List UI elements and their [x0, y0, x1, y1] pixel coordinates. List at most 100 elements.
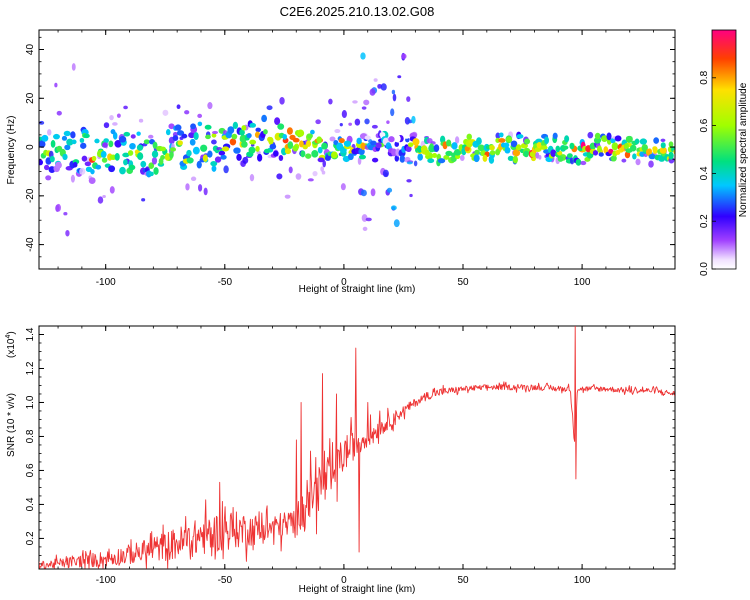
spectrogram-cell — [159, 146, 166, 152]
spectrogram-cell — [255, 145, 260, 152]
spectrogram-cell — [569, 142, 575, 150]
spectrogram-cell — [227, 126, 235, 134]
spectrogram-cell — [205, 134, 211, 140]
spectrogram-cell — [334, 129, 341, 134]
spectrogram-cell — [169, 151, 174, 159]
spectrogram-cell — [63, 211, 68, 216]
spectrogram-cell — [409, 193, 413, 198]
spectrogram-cell — [286, 127, 293, 135]
spectrogram-cell — [397, 75, 402, 79]
spectrogram-cell — [405, 137, 410, 143]
spectrogram-cell — [90, 168, 95, 175]
spectrogram-cell — [382, 169, 389, 178]
spectrogram-cell — [630, 144, 637, 152]
spectrogram-cell — [248, 146, 256, 154]
spectrogram-cell — [39, 159, 44, 166]
spectrogram-cell — [404, 134, 410, 139]
spectrogram-cell — [119, 136, 127, 143]
spectrogram-cell — [164, 153, 171, 161]
spectrogram-cell — [211, 133, 217, 138]
spectrogram-cell — [284, 148, 292, 155]
spectrogram-cell — [634, 138, 640, 145]
spectrogram-cell — [393, 219, 400, 228]
spectrogram-cell — [416, 145, 423, 153]
spectrogram-cell — [598, 152, 604, 157]
snr-multiplier-base: (x10 — [6, 338, 17, 358]
spectrogram-cell — [417, 153, 423, 161]
spectrogram-cell — [204, 124, 212, 130]
spectrogram-cell — [388, 136, 395, 143]
spectrogram-cell — [659, 146, 667, 154]
spectrogram-cell — [431, 152, 438, 159]
spectrogram-cell — [610, 138, 616, 144]
spectrogram-cell — [312, 171, 318, 177]
spectrogram-cell — [341, 110, 347, 119]
spectrogram-cell — [65, 229, 70, 237]
colorbar-label: Normalized spectral amplitude — [738, 82, 749, 217]
spectrogram-cell — [188, 132, 196, 139]
x-tick-label: 50 — [457, 277, 469, 288]
spectrogram-cell — [41, 134, 49, 142]
spectrogram-cell — [211, 139, 217, 145]
spectrogram-cell — [210, 161, 218, 167]
spectrogram-cell — [200, 144, 208, 152]
spectrogram-cell — [632, 153, 637, 160]
spectrogram-cell — [361, 106, 367, 110]
spectrogram-cell — [550, 149, 557, 158]
spectrogram-cell — [233, 147, 241, 154]
spectrogram-cell — [510, 140, 518, 148]
spectrogram-cell — [193, 132, 199, 141]
spectrogram-cell — [566, 153, 573, 159]
spectrogram-cell — [214, 156, 222, 163]
snr-panel: -100 -50 0 50 100 0.2 0.4 0.6 0.8 1.0 1.2 1.4 Heig… — [5, 325, 676, 595]
spectrogram-cell — [645, 148, 652, 156]
spectrogram-cell — [263, 129, 268, 135]
spectrogram-cell — [221, 146, 230, 152]
spectrogram-cell — [482, 154, 488, 162]
spectrogram-cell — [611, 142, 619, 151]
snr-x-ticks: -100 -50 0 50 100 — [57, 326, 654, 586]
spectrogram-cell — [169, 147, 177, 152]
y-tick-label: 0.4 — [25, 497, 36, 511]
x-tick-label: -50 — [218, 277, 233, 288]
spectrogram-cell — [564, 135, 570, 143]
spectrogram-cell — [329, 136, 336, 142]
spectrogram-cell — [103, 138, 109, 144]
spectrogram-cell — [401, 53, 407, 60]
spectrogram-cell — [315, 119, 321, 125]
figure-title: C2E6.2025.210.13.02.G08 — [280, 4, 435, 19]
spectrogram-cell — [160, 155, 166, 160]
spectrogram-cell — [320, 166, 325, 172]
spectrogram-cell — [61, 135, 68, 141]
spectrogram-cell — [477, 144, 485, 152]
snr-multiplier-exp: 4 — [5, 335, 12, 339]
spectrogram-cell — [127, 150, 134, 156]
spectrogram-cell — [348, 122, 352, 126]
x-tick-label: -50 — [218, 575, 233, 586]
y-tick-label: 20 — [25, 92, 36, 104]
spectrogram-cell — [181, 133, 188, 139]
spectrogram-cell — [495, 132, 501, 139]
spectrogram-cell — [474, 149, 480, 156]
spectrogram-cell — [102, 142, 108, 148]
spectrogram-cell — [307, 178, 314, 182]
spectrogram-cell — [454, 136, 460, 144]
spectrogram-cell — [512, 155, 519, 164]
spectrogram-cell — [606, 132, 612, 141]
spectrogram-cell — [330, 151, 338, 159]
spectrogram-cell — [108, 165, 116, 173]
spectrogram-cell — [507, 155, 514, 162]
spectrogram-cell — [143, 139, 150, 145]
spectrogram-cell — [119, 166, 126, 175]
spectrogram-cell — [394, 155, 400, 162]
x-tick-label: -100 — [96, 575, 116, 586]
spectrogram-cell — [445, 150, 453, 156]
spectrogram-cell — [239, 129, 245, 136]
spectrogram-cell — [242, 156, 249, 164]
snr-series-line — [39, 326, 675, 569]
y-tick-label: 1.2 — [25, 361, 36, 375]
spectrogram-cell — [305, 153, 312, 159]
spectrogram-cell — [249, 174, 255, 182]
spectrogram-cell — [306, 140, 312, 147]
y-tick-label: 1.4 — [25, 327, 36, 341]
